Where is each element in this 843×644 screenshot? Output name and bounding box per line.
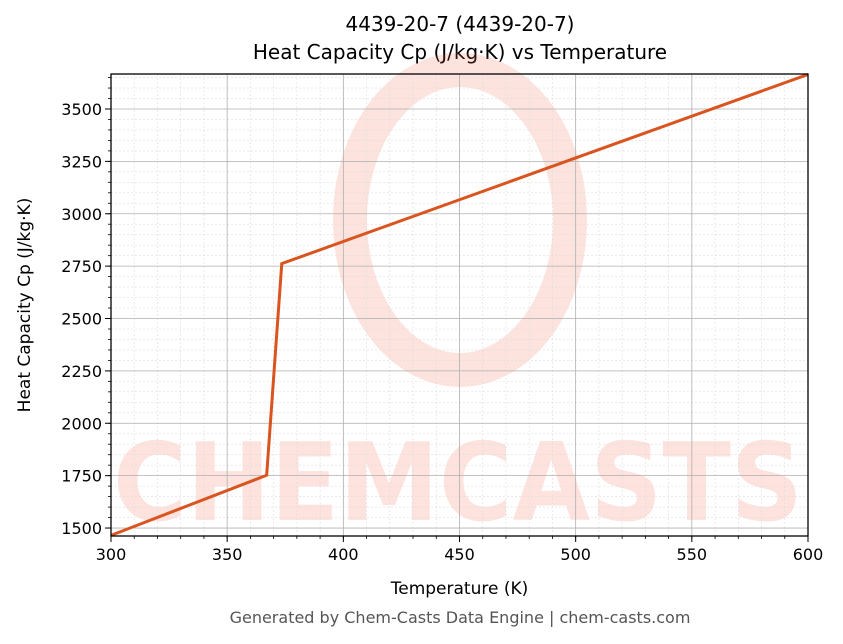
major-grid bbox=[110, 74, 809, 536]
svg-text:2750: 2750 bbox=[61, 257, 102, 276]
svg-text:2250: 2250 bbox=[61, 362, 102, 381]
svg-text:1500: 1500 bbox=[61, 519, 102, 538]
svg-text:400: 400 bbox=[328, 545, 359, 564]
svg-text:350: 350 bbox=[212, 545, 243, 564]
svg-text:2000: 2000 bbox=[61, 414, 102, 433]
svg-text:500: 500 bbox=[560, 545, 591, 564]
axis-ticks bbox=[105, 77, 809, 542]
svg-text:3250: 3250 bbox=[61, 152, 102, 171]
chemcasts-watermark: CHEMCASTS bbox=[113, 53, 803, 546]
y-axis-label: Heat Capacity Cp (J/kg·K) bbox=[15, 198, 35, 413]
svg-text:1750: 1750 bbox=[61, 467, 102, 486]
svg-text:3000: 3000 bbox=[61, 205, 102, 224]
svg-text:2500: 2500 bbox=[61, 310, 102, 329]
svg-text:3500: 3500 bbox=[61, 100, 102, 119]
data-line bbox=[110, 73, 809, 537]
svg-text:300: 300 bbox=[96, 545, 127, 564]
axis-tick-labels: 300 350 400 450 500 550 600 1500 1750 2000 2250 250… bbox=[61, 100, 823, 564]
chart-title: 4439-20-7 (4439-20-7) bbox=[345, 12, 575, 36]
chart-subtitle: Heat Capacity Cp (J/kg·K) vs Temperature bbox=[252, 40, 668, 64]
svg-text:550: 550 bbox=[677, 545, 708, 564]
svg-text:450: 450 bbox=[444, 545, 475, 564]
x-axis-label: Temperature (K) bbox=[390, 579, 529, 599]
svg-text:CHEMCASTS: CHEMCASTS bbox=[113, 421, 803, 546]
svg-text:600: 600 bbox=[793, 545, 824, 564]
footer-credit: Generated by Chem-Casts Data Engine | ch… bbox=[229, 608, 691, 627]
